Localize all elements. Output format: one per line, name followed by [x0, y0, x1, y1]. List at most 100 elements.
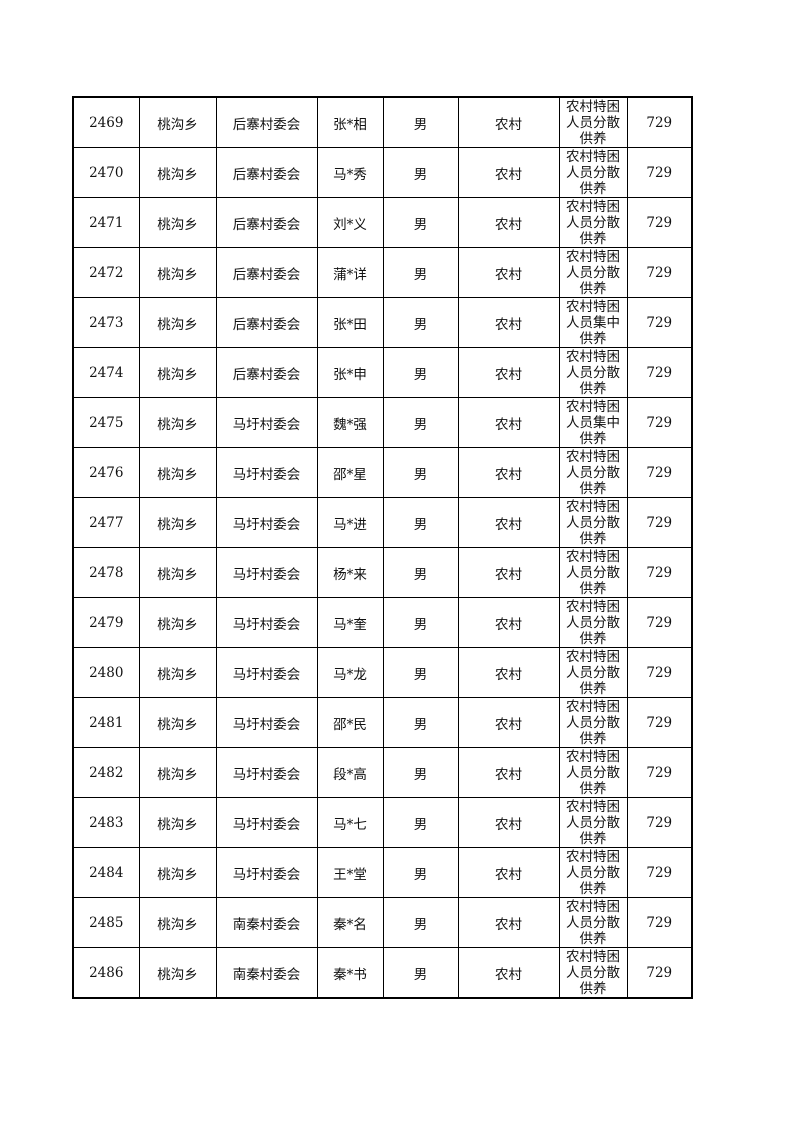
- support-type-line: 人员分散: [566, 365, 620, 381]
- name-cell: 邵*星: [316, 447, 384, 498]
- row-number: 2478: [72, 547, 140, 598]
- village-cell: 马圩村委会: [215, 397, 318, 448]
- area-cell: 农村: [457, 697, 560, 748]
- name-cell: 马*秀: [316, 147, 384, 198]
- gender-cell: 男: [382, 447, 459, 498]
- gender-cell: 男: [382, 197, 459, 248]
- support-type-line: 农村特困: [566, 299, 620, 315]
- gender-cell: 男: [382, 297, 459, 348]
- amount-cell: 729: [626, 447, 693, 498]
- amount-cell: 729: [626, 247, 693, 298]
- village-cell: 南秦村委会: [215, 947, 318, 999]
- support-type-cell: 农村特困 人员分散 供养: [558, 547, 628, 598]
- table-row: 2469 桃沟乡 后寨村委会 张*相男农村 农村特困 人员分散 供养 729: [72, 96, 693, 148]
- support-type-line: 供养: [579, 731, 607, 747]
- village-cell: 马圩村委会: [215, 547, 318, 598]
- support-type-line: 人员分散: [566, 765, 620, 781]
- village-cell: 马圩村委会: [215, 697, 318, 748]
- table-row: 2477 桃沟乡 马圩村委会 马*进男农村 农村特困 人员分散 供养 729: [72, 497, 693, 548]
- amount-cell: 729: [626, 697, 693, 748]
- support-type-line: 供养: [579, 531, 607, 547]
- support-type-line: 人员分散: [566, 715, 620, 731]
- support-type-line: 农村特困: [566, 549, 620, 565]
- support-type-line: 农村特困: [566, 699, 620, 715]
- village-cell: 马圩村委会: [215, 647, 318, 698]
- township-cell: 桃沟乡: [138, 697, 217, 748]
- amount-cell: 729: [626, 497, 693, 548]
- name-cell: 王*堂: [316, 847, 384, 898]
- support-type-line: 人员分散: [566, 865, 620, 881]
- table-row: 2472 桃沟乡 后寨村委会 蒲*详男农村 农村特困 人员分散 供养 729: [72, 247, 693, 298]
- village-cell: 后寨村委会: [215, 297, 318, 348]
- township-cell: 桃沟乡: [138, 647, 217, 698]
- township-cell: 桃沟乡: [138, 797, 217, 848]
- name-cell: 秦*书: [316, 947, 384, 999]
- area-cell: 农村: [457, 797, 560, 848]
- table-row: 2485 桃沟乡 南秦村委会 秦*名男农村 农村特困 人员分散 供养 729: [72, 897, 693, 948]
- row-number: 2484: [72, 847, 140, 898]
- support-type-cell: 农村特困 人员集中 供养: [558, 297, 628, 348]
- area-cell: 农村: [457, 197, 560, 248]
- village-cell: 后寨村委会: [215, 247, 318, 298]
- support-type-line: 人员分散: [566, 515, 620, 531]
- support-type-line: 人员分散: [566, 265, 620, 281]
- name-cell: 马*奎: [316, 597, 384, 648]
- name-cell: 秦*名: [316, 897, 384, 948]
- township-cell: 桃沟乡: [138, 497, 217, 548]
- village-cell: 马圩村委会: [215, 847, 318, 898]
- support-type-cell: 农村特困 人员分散 供养: [558, 747, 628, 798]
- support-type-line: 农村特困: [566, 749, 620, 765]
- support-type-line: 农村特困: [566, 249, 620, 265]
- support-type-line: 人员分散: [566, 565, 620, 581]
- row-number: 2470: [72, 147, 140, 198]
- support-type-line: 供养: [579, 481, 607, 497]
- gender-cell: 男: [382, 347, 459, 398]
- support-type-line: 农村特困: [566, 849, 620, 865]
- area-cell: 农村: [457, 297, 560, 348]
- area-cell: 农村: [457, 397, 560, 448]
- name-cell: 马*七: [316, 797, 384, 848]
- gender-cell: 男: [382, 647, 459, 698]
- township-cell: 桃沟乡: [138, 447, 217, 498]
- gender-cell: 男: [382, 747, 459, 798]
- area-cell: 农村: [457, 497, 560, 548]
- support-type-cell: 农村特困 人员分散 供养: [558, 247, 628, 298]
- support-type-line: 供养: [579, 181, 607, 197]
- support-type-line: 人员分散: [566, 615, 620, 631]
- table-row: 2471 桃沟乡 后寨村委会 刘*义男农村 农村特困 人员分散 供养 729: [72, 197, 693, 248]
- support-type-cell: 农村特困 人员分散 供养: [558, 497, 628, 548]
- amount-cell: 729: [626, 547, 693, 598]
- support-type-cell: 农村特困 人员分散 供养: [558, 647, 628, 698]
- village-cell: 马圩村委会: [215, 597, 318, 648]
- village-cell: 马圩村委会: [215, 497, 318, 548]
- village-cell: 后寨村委会: [215, 347, 318, 398]
- support-type-line: 农村特困: [566, 199, 620, 215]
- area-cell: 农村: [457, 147, 560, 198]
- village-cell: 马圩村委会: [215, 797, 318, 848]
- township-cell: 桃沟乡: [138, 397, 217, 448]
- support-type-line: 供养: [579, 831, 607, 847]
- name-cell: 张*申: [316, 347, 384, 398]
- gender-cell: 男: [382, 96, 459, 148]
- gender-cell: 男: [382, 397, 459, 448]
- amount-cell: 729: [626, 96, 693, 148]
- gender-cell: 男: [382, 497, 459, 548]
- support-type-cell: 农村特困 人员分散 供养: [558, 947, 628, 999]
- area-cell: 农村: [457, 447, 560, 498]
- support-type-line: 供养: [579, 781, 607, 797]
- row-number: 2479: [72, 597, 140, 648]
- area-cell: 农村: [457, 847, 560, 898]
- area-cell: 农村: [457, 647, 560, 698]
- township-cell: 桃沟乡: [138, 247, 217, 298]
- name-cell: 魏*强: [316, 397, 384, 448]
- support-type-line: 农村特困: [566, 599, 620, 615]
- township-cell: 桃沟乡: [138, 547, 217, 598]
- village-cell: 南秦村委会: [215, 897, 318, 948]
- name-cell: 杨*来: [316, 547, 384, 598]
- area-cell: 农村: [457, 96, 560, 148]
- row-number: 2476: [72, 447, 140, 498]
- name-cell: 张*田: [316, 297, 384, 348]
- support-type-cell: 农村特困 人员分散 供养: [558, 847, 628, 898]
- table-row: 2480 桃沟乡 马圩村委会 马*龙男农村 农村特困 人员分散 供养 729: [72, 647, 693, 698]
- row-number: 2477: [72, 497, 140, 548]
